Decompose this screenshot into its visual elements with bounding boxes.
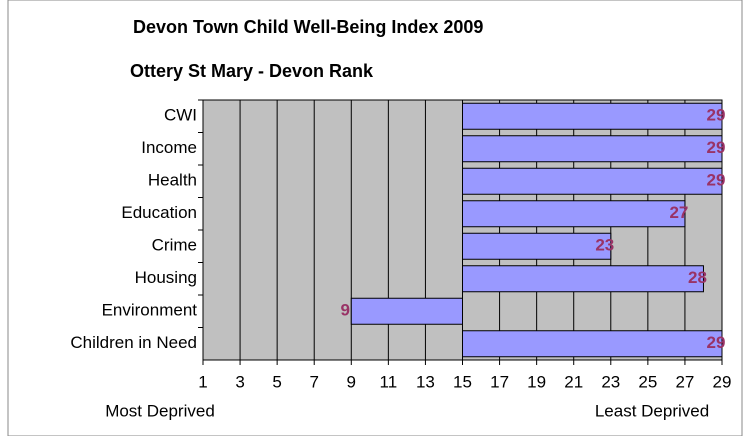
x-tick-label: 7 [309, 372, 318, 391]
value-label: 9 [341, 301, 350, 320]
bar [462, 200, 686, 228]
x-axis-label-right: Least Deprived [595, 401, 709, 420]
value-label: 23 [595, 236, 614, 255]
chart-title: Devon Town Child Well-Being Index 2009 [133, 17, 483, 37]
y-tick-label: Children in Need [70, 333, 197, 352]
x-tick-label: 9 [347, 372, 356, 391]
y-tick-label: Health [148, 171, 197, 190]
bar [462, 330, 723, 358]
x-tick-label: 5 [272, 372, 281, 391]
bar [462, 135, 723, 163]
x-tick-label: 3 [235, 372, 244, 391]
y-tick-label: CWI [164, 106, 197, 125]
x-tick-label: 27 [675, 372, 694, 391]
value-label: 29 [707, 333, 726, 352]
y-tick-label: Crime [152, 236, 197, 255]
x-tick-label: 17 [490, 372, 509, 391]
bar [462, 232, 612, 260]
y-tick-label: Income [141, 138, 197, 157]
bar [462, 167, 723, 195]
value-label: 28 [688, 268, 707, 287]
x-tick-label: 25 [638, 372, 657, 391]
y-tick-label: Environment [102, 301, 198, 320]
bar [462, 102, 723, 130]
y-tick-label: Education [121, 203, 197, 222]
x-tick-label: 15 [453, 372, 472, 391]
y-tick-label: Housing [135, 268, 197, 287]
chart-subtitle: Ottery St Mary - Devon Rank [130, 61, 374, 81]
x-tick-label: 29 [713, 372, 732, 391]
x-tick-label: 19 [527, 372, 546, 391]
bar [350, 297, 463, 325]
value-label: 27 [669, 203, 688, 222]
bar [462, 265, 704, 293]
x-tick-label: 1 [198, 372, 207, 391]
x-tick-label: 11 [380, 372, 398, 391]
x-tick-label: 21 [564, 372, 583, 391]
value-label: 29 [707, 171, 726, 190]
x-tick-label: 13 [416, 372, 435, 391]
x-tick-label: 23 [601, 372, 620, 391]
value-label: 29 [707, 138, 726, 157]
value-label: 29 [707, 106, 726, 125]
x-axis-label-left: Most Deprived [105, 401, 215, 420]
